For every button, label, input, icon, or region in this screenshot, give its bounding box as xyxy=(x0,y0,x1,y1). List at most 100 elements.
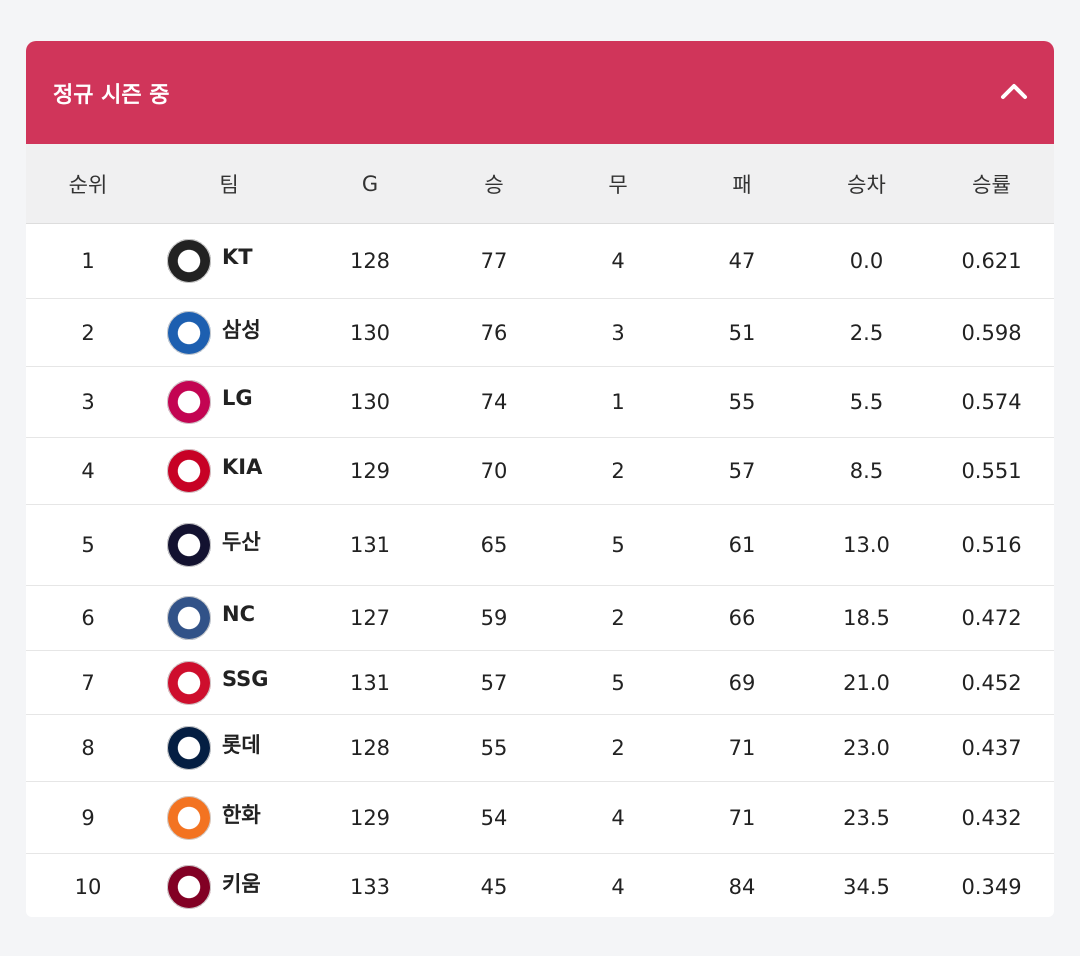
table-cell: 23.5 xyxy=(804,781,929,854)
standings-row: 1 KT 128 77 4 47 0.0 0.621 xyxy=(26,223,1054,299)
team-name: 롯데 xyxy=(222,733,261,757)
team-cell: 두산 xyxy=(150,504,308,586)
standings-row: 10 키움 133 45 4 84 34.5 0.349 xyxy=(26,853,1054,917)
standings-row: 6 NC 127 59 2 66 18.5 0.472 xyxy=(26,585,1054,651)
table-cell: 66 xyxy=(680,585,804,651)
team-wrap: KT xyxy=(150,236,308,286)
table-cell: 128 xyxy=(308,223,432,299)
table-cell: 69 xyxy=(680,650,804,715)
team-logo xyxy=(164,377,214,427)
table-cell: 0.598 xyxy=(929,298,1054,367)
team-logo xyxy=(164,861,214,912)
table-cell: 61 xyxy=(680,504,804,586)
table-cell: 4 xyxy=(26,437,150,505)
table-cell: 0.0 xyxy=(804,223,929,299)
team-cell: 롯데 xyxy=(150,714,308,782)
table-cell: 131 xyxy=(308,650,432,715)
table-cell: 5 xyxy=(26,504,150,586)
team-logo xyxy=(164,307,214,358)
table-cell: 0.621 xyxy=(929,223,1054,299)
column-header: G xyxy=(308,144,432,224)
table-cell: 71 xyxy=(680,714,804,782)
table-cell: 0.432 xyxy=(929,781,1054,854)
table-cell: 127 xyxy=(308,585,432,651)
team-logo xyxy=(164,236,214,286)
standings-row: 5 두산 131 65 5 61 13.0 0.516 xyxy=(26,504,1054,586)
table-cell: 84 xyxy=(680,853,804,917)
table-cell: 129 xyxy=(308,781,432,854)
team-wrap: 삼성 xyxy=(150,307,308,358)
table-cell: 4 xyxy=(556,781,680,854)
standings-row: 7 SSG 131 57 5 69 21.0 0.452 xyxy=(26,650,1054,715)
table-cell: 4 xyxy=(556,223,680,299)
table-cell: 130 xyxy=(308,298,432,367)
table-cell: 0.472 xyxy=(929,585,1054,651)
table-cell: 47 xyxy=(680,223,804,299)
table-cell: 57 xyxy=(432,650,556,715)
table-cell: 71 xyxy=(680,781,804,854)
team-cell: KIA xyxy=(150,437,308,505)
column-header: 순위 xyxy=(26,144,150,224)
table-cell: 65 xyxy=(432,504,556,586)
table-cell: 130 xyxy=(308,366,432,438)
table-cell: 2.5 xyxy=(804,298,929,367)
team-wrap: SSG xyxy=(150,657,308,708)
table-cell: 1 xyxy=(26,223,150,299)
standings-row: 2 삼성 130 76 3 51 2.5 0.598 xyxy=(26,298,1054,367)
team-logo xyxy=(164,593,214,643)
team-name: 삼성 xyxy=(222,317,261,342)
collapse-icon[interactable] xyxy=(1000,81,1028,101)
team-logo xyxy=(164,446,214,496)
table-cell: 77 xyxy=(432,223,556,299)
section-title: 정규 시즌 중 xyxy=(53,82,170,108)
table-cell: 74 xyxy=(432,366,556,438)
team-name: KT xyxy=(222,245,253,269)
team-wrap: 키움 xyxy=(150,861,308,912)
team-name: 키움 xyxy=(222,871,261,896)
column-header: 무 xyxy=(556,144,680,224)
table-cell: 57 xyxy=(680,437,804,505)
table-cell: 2 xyxy=(26,298,150,367)
team-logo xyxy=(164,657,214,708)
team-cell: NC xyxy=(150,585,308,651)
table-cell: 51 xyxy=(680,298,804,367)
table-cell: 129 xyxy=(308,437,432,505)
standings-row: 8 롯데 128 55 2 71 23.0 0.437 xyxy=(26,714,1054,782)
table-cell: 7 xyxy=(26,650,150,715)
table-cell: 0.516 xyxy=(929,504,1054,586)
team-name: 한화 xyxy=(222,802,261,827)
team-name: KIA xyxy=(222,455,263,479)
team-logo xyxy=(164,520,214,570)
table-cell: 55 xyxy=(432,714,556,782)
section-header[interactable]: 정규 시즌 중 xyxy=(26,41,1054,144)
team-name: NC xyxy=(222,602,255,626)
table-cell: 70 xyxy=(432,437,556,505)
team-name: SSG xyxy=(222,666,269,691)
table-cell: 6 xyxy=(26,585,150,651)
table-cell: 18.5 xyxy=(804,585,929,651)
table-cell: 8.5 xyxy=(804,437,929,505)
table-cell: 3 xyxy=(556,298,680,367)
table-cell: 5 xyxy=(556,504,680,586)
table-cell: 59 xyxy=(432,585,556,651)
table-cell: 13.0 xyxy=(804,504,929,586)
standings-card: 정규 시즌 중 순위 팀 G 승 무 패 승차 승률 1 KT 128 77 4 47 0.0 0.621 2… xyxy=(26,41,1054,917)
table-cell: 45 xyxy=(432,853,556,917)
team-wrap: 롯데 xyxy=(150,723,308,773)
table-cell: 21.0 xyxy=(804,650,929,715)
table-cell: 0.574 xyxy=(929,366,1054,438)
table-cell: 2 xyxy=(556,585,680,651)
column-header: 승 xyxy=(432,144,556,224)
standings-row: 4 KIA 129 70 2 57 8.5 0.551 xyxy=(26,437,1054,505)
team-name: LG xyxy=(222,386,253,410)
team-wrap: KIA xyxy=(150,446,308,496)
table-cell: 5.5 xyxy=(804,366,929,438)
column-header: 팀 xyxy=(150,144,308,224)
column-header: 승차 xyxy=(804,144,929,224)
table-cell: 4 xyxy=(556,853,680,917)
team-wrap: NC xyxy=(150,593,308,643)
team-logo xyxy=(164,792,214,843)
table-cell: 2 xyxy=(556,437,680,505)
team-logo xyxy=(164,723,214,773)
